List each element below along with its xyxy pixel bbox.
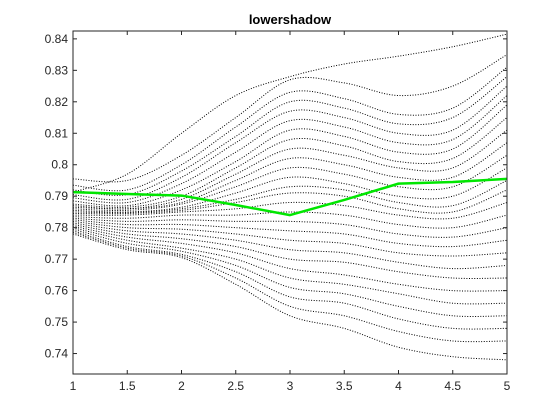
y-tick-label: 0.82: [45, 95, 69, 109]
y-tick-label: 0.74: [45, 347, 69, 361]
x-tick-label: 4: [395, 379, 402, 393]
x-tick-label: 2.5: [227, 379, 244, 393]
y-tick-label: 0.78: [45, 221, 69, 235]
y-tick-label: 0.84: [45, 32, 69, 46]
x-tick-label: 3: [287, 379, 294, 393]
y-tick-label: 0.8: [51, 158, 68, 172]
chart-title: lowershadow: [249, 12, 332, 27]
y-tick-label: 0.77: [45, 252, 69, 266]
x-tick-label: 4.5: [444, 379, 461, 393]
x-tick-label: 5: [504, 379, 511, 393]
x-tick-label: 1.5: [119, 379, 136, 393]
y-tick-label: 0.83: [45, 63, 69, 77]
y-tick-label: 0.79: [45, 189, 69, 203]
y-tick-label: 0.76: [45, 284, 69, 298]
x-tick-label: 1: [70, 379, 77, 393]
x-tick-label: 2: [178, 379, 185, 393]
y-tick-label: 0.75: [45, 315, 69, 329]
x-tick-label: 3.5: [336, 379, 353, 393]
plot-background: [73, 31, 507, 374]
y-tick-label: 0.81: [45, 126, 69, 140]
